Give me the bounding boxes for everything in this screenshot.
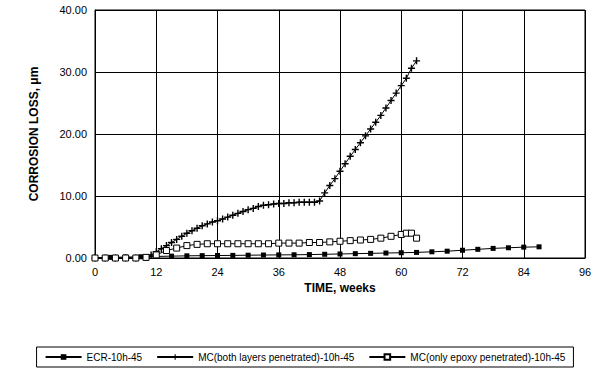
svg-text:72: 72 [456, 266, 468, 278]
svg-text:0: 0 [92, 266, 98, 278]
svg-text:36: 36 [273, 266, 285, 278]
svg-text:0.00: 0.00 [66, 252, 87, 264]
svg-text:48: 48 [334, 266, 346, 278]
svg-text:24: 24 [211, 266, 223, 278]
svg-text:40.00: 40.00 [59, 4, 87, 16]
svg-text:10.00: 10.00 [59, 190, 87, 202]
svg-text:96: 96 [579, 266, 591, 278]
svg-text:ECR-10h-45: ECR-10h-45 [87, 352, 143, 363]
svg-text:60: 60 [395, 266, 407, 278]
svg-text:12: 12 [150, 266, 162, 278]
svg-text:20.00: 20.00 [59, 128, 87, 140]
svg-text:CORROSION LOSS, μm: CORROSION LOSS, μm [27, 67, 41, 202]
svg-text:84: 84 [518, 266, 530, 278]
svg-text:MC(both layers penetrated)-10h: MC(both layers penetrated)-10h-45 [198, 352, 355, 363]
svg-text:MC(only epoxy penetrated)-10h-: MC(only epoxy penetrated)-10h-45 [410, 352, 566, 363]
svg-text:TIME, weeks: TIME, weeks [304, 281, 376, 295]
svg-text:30.00: 30.00 [59, 66, 87, 78]
